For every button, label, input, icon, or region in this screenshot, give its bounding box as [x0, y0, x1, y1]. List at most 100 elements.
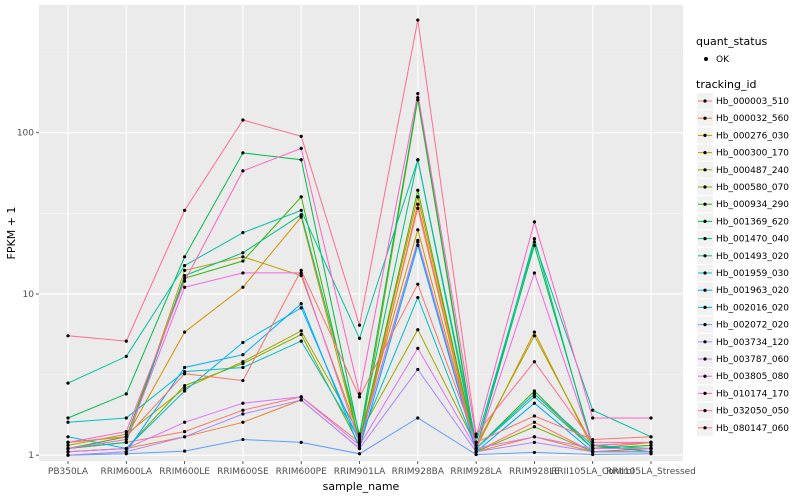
data-point — [299, 329, 303, 333]
x-tick-label: RRIM928LE — [509, 467, 560, 477]
data-point — [649, 450, 653, 454]
legend-key-point — [703, 237, 707, 241]
data-point — [591, 452, 595, 457]
data-point — [591, 437, 595, 442]
y-tick-label: 10 — [23, 290, 35, 300]
data-point — [416, 295, 420, 300]
data-point — [241, 251, 245, 255]
data-point — [241, 412, 245, 416]
data-point — [241, 255, 245, 259]
data-point — [299, 398, 303, 402]
legend-key-point — [703, 374, 707, 378]
data-point — [474, 440, 478, 444]
data-point — [299, 271, 303, 275]
data-point — [241, 231, 245, 235]
x-tick-label: RRIM600LE — [159, 467, 210, 477]
data-point — [299, 215, 303, 219]
data-point — [183, 273, 187, 278]
data-point — [183, 449, 187, 453]
data-point — [241, 361, 245, 366]
data-point — [66, 450, 70, 454]
legend-quant-status: quant_status OK — [696, 35, 768, 65]
legend-key-point — [703, 185, 707, 189]
data-point — [532, 420, 537, 424]
data-point — [532, 220, 537, 224]
data-point — [124, 435, 128, 439]
legend-label: Hb_001493_020 — [716, 252, 789, 262]
data-point — [183, 384, 187, 388]
legend-series-title: tracking_id — [696, 78, 757, 91]
data-point — [416, 243, 420, 248]
data-point — [649, 435, 653, 439]
x-axis-ticks: PB350LA RRIM600LA RRIM600LE RRIM600SE RRIM60… — [48, 461, 696, 477]
data-point — [591, 446, 595, 451]
data-point — [183, 389, 187, 393]
data-point — [532, 425, 537, 429]
data-point — [241, 118, 245, 122]
data-point — [532, 330, 537, 334]
data-point — [532, 440, 537, 444]
data-point — [416, 416, 420, 420]
data-point — [532, 240, 537, 244]
legend-key-point — [703, 340, 707, 344]
x-tick-label: RRIM600PE — [276, 467, 328, 477]
data-point — [241, 259, 245, 263]
data-point — [357, 435, 362, 439]
legend-label: Hb_003787_060 — [716, 355, 789, 365]
legend-label: Hb_000276_030 — [716, 131, 789, 141]
data-point — [124, 446, 128, 451]
data-point — [299, 268, 303, 272]
data-point — [357, 395, 362, 399]
legend-label: Hb_001369_620 — [716, 217, 789, 227]
data-point — [416, 188, 420, 192]
data-point — [416, 228, 420, 232]
data-point — [299, 213, 303, 217]
legend-label: Hb_001470_040 — [716, 235, 789, 245]
data-point — [299, 332, 303, 337]
data-point — [357, 452, 362, 456]
legend-key-point — [703, 168, 707, 172]
data-point — [183, 263, 187, 268]
data-point — [66, 443, 70, 447]
data-point — [474, 443, 478, 447]
legend-label: Hb_003805_080 — [716, 372, 789, 382]
data-point — [299, 273, 303, 278]
data-point — [474, 435, 478, 439]
data-point — [183, 330, 187, 334]
legend-key-point — [703, 99, 707, 103]
data-point — [532, 243, 537, 248]
legend-key-point — [703, 357, 707, 361]
x-tick-label: RRIM928LA — [450, 467, 502, 477]
data-point — [416, 328, 420, 332]
legend-label: Hb_000032_560 — [716, 114, 789, 124]
legend-label: Hb_010174_170 — [716, 389, 789, 399]
y-axis-ticks: 1 10 100 — [17, 129, 39, 461]
data-point — [183, 430, 187, 434]
data-point — [532, 237, 537, 241]
x-tick-label: PB350LA — [48, 467, 89, 477]
data-point — [532, 401, 537, 405]
legend-label: Hb_000934_290 — [716, 200, 789, 210]
data-point — [66, 446, 70, 451]
data-point — [124, 339, 128, 343]
series-points — [66, 18, 653, 457]
data-point — [591, 440, 595, 444]
data-point — [183, 268, 187, 272]
data-point — [241, 271, 245, 275]
data-point — [299, 146, 303, 150]
data-point — [416, 238, 420, 242]
data-point — [66, 416, 70, 420]
data-point — [183, 279, 187, 283]
data-point — [183, 420, 187, 424]
data-point — [591, 408, 595, 412]
data-point — [299, 339, 303, 343]
data-point — [532, 395, 537, 399]
legend-key-point — [703, 219, 707, 223]
data-point — [66, 334, 70, 338]
x-axis-title: sample_name — [323, 480, 400, 493]
legend-label: Hb_001959_030 — [716, 269, 789, 279]
data-point — [241, 340, 245, 345]
data-point — [532, 334, 537, 338]
data-point — [124, 450, 128, 454]
